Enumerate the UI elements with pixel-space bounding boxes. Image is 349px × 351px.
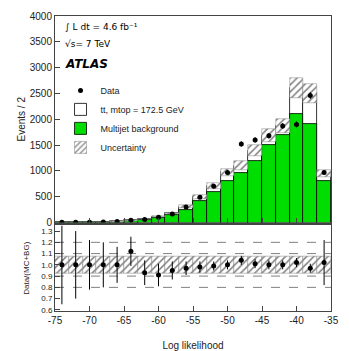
svg-text:0.6: 0.6 (41, 306, 53, 315)
svg-text:-70: -70 (82, 315, 97, 326)
svg-text:3500: 3500 (30, 36, 53, 47)
svg-text:-40: -40 (289, 315, 304, 326)
svg-text:Log likelihood: Log likelihood (162, 340, 223, 351)
svg-text:0.8: 0.8 (41, 283, 53, 292)
svg-text:-65: -65 (117, 315, 132, 326)
svg-text:Uncertainty: Uncertainty (101, 143, 147, 153)
svg-text:2500: 2500 (30, 88, 53, 99)
svg-text:Events / 2: Events / 2 (16, 97, 27, 142)
svg-text:0: 0 (46, 217, 52, 228)
svg-text:0.7: 0.7 (41, 294, 53, 303)
svg-text:√s= 7 TeV: √s= 7 TeV (65, 39, 111, 49)
svg-text:-50: -50 (220, 315, 235, 326)
svg-text:ATLAS: ATLAS (65, 57, 108, 71)
svg-text:∫ L dt = 4.6 fb⁻¹: ∫ L dt = 4.6 fb⁻¹ (65, 22, 138, 32)
svg-text:-55: -55 (186, 315, 201, 326)
svg-text:tt, mtop = 172.5 GeV: tt, mtop = 172.5 GeV (101, 105, 184, 115)
svg-text:-60: -60 (151, 315, 166, 326)
svg-text:-75: -75 (48, 315, 63, 326)
svg-text:3000: 3000 (30, 62, 53, 73)
svg-text:1.0: 1.0 (41, 261, 53, 270)
svg-text:-35: -35 (324, 315, 339, 326)
svg-text:-45: -45 (255, 315, 270, 326)
svg-text:500: 500 (35, 191, 52, 202)
svg-text:4000: 4000 (30, 11, 53, 22)
svg-text:Multijet background: Multijet background (101, 124, 179, 134)
svg-text:1.3: 1.3 (41, 227, 53, 236)
svg-text:1.1: 1.1 (41, 249, 53, 258)
svg-text:1500: 1500 (30, 140, 53, 151)
svg-text:1.2: 1.2 (41, 238, 53, 247)
svg-text:Data: Data (101, 86, 120, 96)
svg-text:1000: 1000 (30, 165, 53, 176)
svg-text:Data/(MC+BG): Data/(MC+BG) (22, 241, 31, 294)
svg-text:2000: 2000 (30, 114, 53, 125)
svg-text:0.9: 0.9 (41, 272, 53, 281)
